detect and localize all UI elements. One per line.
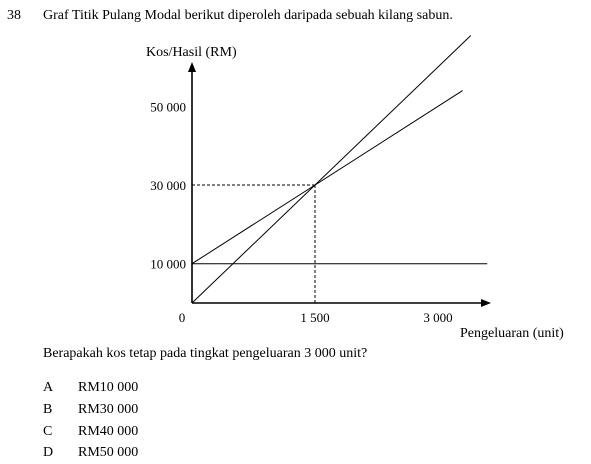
reference-guides: [192, 184, 316, 303]
option-d[interactable]: D RM50 000: [43, 445, 138, 461]
x-tick-label: 1 500: [300, 310, 329, 325]
y-axis-arrow: [188, 62, 196, 72]
chart-y-axis-label: Kos/Hasil (RM): [146, 45, 237, 60]
chart-series: [191, 35, 488, 304]
option-letter: A: [43, 380, 54, 395]
y-tick-label: 50 000: [150, 99, 186, 114]
option-letter: D: [43, 445, 54, 460]
question-intro: Graf Titik Pulang Modal berikut diperole…: [43, 8, 453, 23]
option-a[interactable]: A RM10 000: [43, 380, 138, 396]
option-letter: B: [43, 402, 53, 417]
y-tick-label: 30 000: [150, 178, 186, 193]
chart-axes: [188, 62, 491, 307]
option-b[interactable]: B RM30 000: [43, 402, 138, 418]
option-text: RM50 000: [78, 445, 139, 460]
question-number: 38: [7, 8, 21, 23]
x-axis-arrow: [481, 299, 491, 307]
option-letter: C: [43, 424, 53, 439]
revenue-line: [191, 35, 472, 304]
chart-x-axis-label: Pengeluaran (unit): [460, 326, 564, 341]
x-tick-label: 3 000: [423, 310, 452, 325]
chart-tick-labels: 10 000 30 000 50 000 1 500 3 000 0: [150, 99, 452, 325]
option-text: RM40 000: [78, 424, 139, 439]
question-text: Berapakah kos tetap pada tingkat pengelu…: [43, 346, 368, 361]
option-text: RM10 000: [78, 380, 139, 395]
option-c[interactable]: C RM40 000: [43, 424, 138, 440]
y-tick-label: 10 000: [150, 257, 186, 272]
origin-label: 0: [179, 310, 186, 325]
total-cost-line: [191, 90, 463, 265]
option-text: RM30 000: [78, 402, 139, 417]
